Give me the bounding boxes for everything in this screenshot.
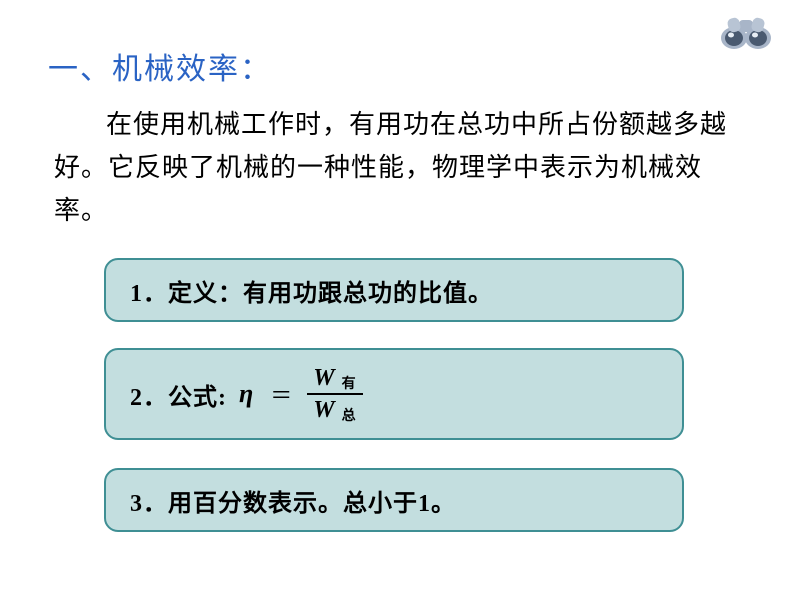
definition-box: 1．定义：有用功跟总功的比值。 [104,258,684,322]
num-sub: 有 [342,378,357,392]
num-var: W [313,366,335,390]
intro-paragraph: 在使用机械工作时，有用功在总功中所占份额越多越好。它反映了机械的一种性能，物理学… [54,104,734,233]
formula-box: 2．公式: η ＝ W 有 W 总 [104,348,684,440]
den-sub: 总 [342,410,357,424]
fraction: W 有 W 总 [307,364,362,424]
den-var: W [313,398,335,422]
binoculars-icon [716,10,776,55]
note-box: 3．用百分数表示。总小于1。 [104,468,684,532]
numerator: W 有 [307,364,362,395]
definition-text: 1．定义：有用功跟总功的比值。 [130,273,493,308]
eta-symbol: η [239,379,254,409]
formula-label: 2．公式: [130,377,227,412]
note-text: 3．用百分数表示。总小于1。 [130,483,456,518]
slide: 一、机械效率： 在使用机械工作时，有用功在总功中所占份额越多越好。它反映了机械的… [0,0,794,596]
equals-sign: ＝ [270,378,293,410]
section-heading: 一、机械效率： [48,44,272,88]
formula: η ＝ W 有 W 总 [235,364,363,424]
denominator: W 总 [307,395,362,424]
